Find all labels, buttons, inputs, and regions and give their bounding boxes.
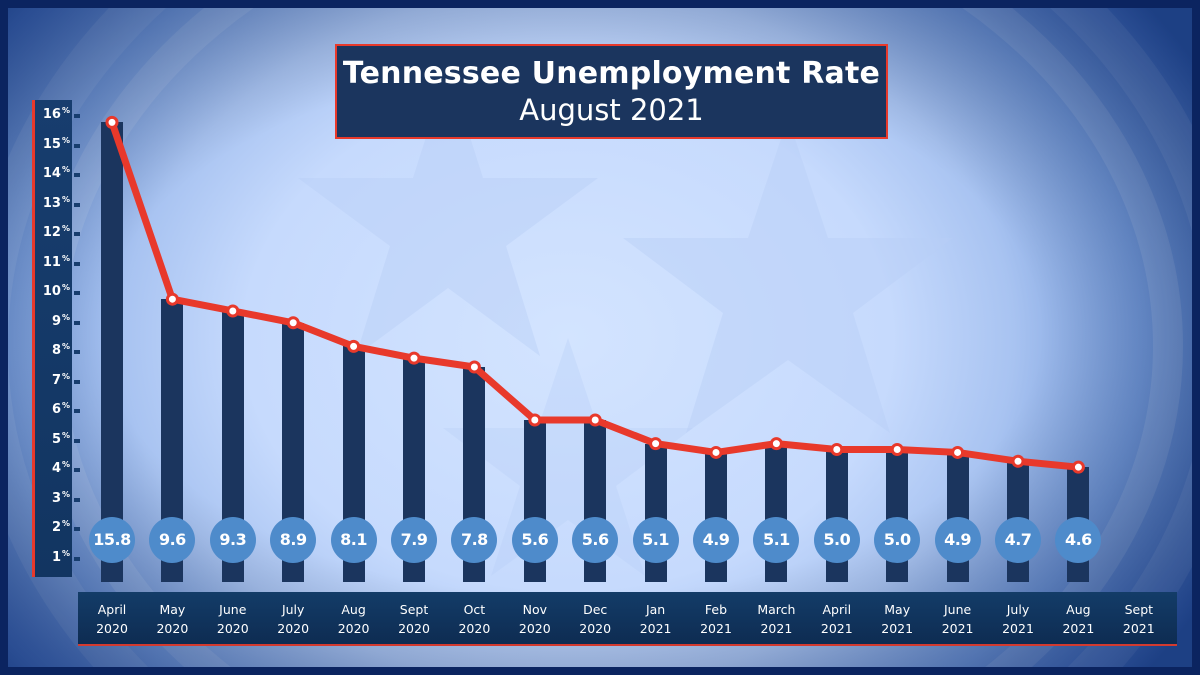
value-bubble: 4.9 [693, 517, 739, 563]
x-tick-label: Jan 2021 [639, 602, 672, 636]
x-tick-label: May 2021 [881, 602, 914, 636]
data-point-marker [709, 445, 723, 459]
bar [101, 122, 123, 582]
x-tick-label: March 2021 [757, 602, 796, 636]
x-tick-label: Aug 2020 [337, 602, 370, 636]
y-axis: 16% 15% 14% 13% 12% 11% 10% 9% 8% 7% 6% 5% 4% 3% 2% 1% [32, 100, 80, 577]
y-tick-mark [74, 379, 80, 384]
bar [221, 310, 244, 582]
y-tick-mark [74, 556, 80, 561]
x-tick-label: Sept 2020 [398, 602, 430, 636]
y-tick-label: 10% [42, 283, 70, 300]
y-tick-mark [74, 143, 80, 148]
chart-subtitle: August 2021 [519, 93, 704, 127]
y-tick-mark [74, 350, 80, 355]
value-bubble: 15.8 [89, 517, 135, 563]
data-point-marker [1071, 460, 1085, 474]
data-point-marker [286, 316, 300, 330]
x-tick-label: Oct 2020 [458, 602, 491, 636]
y-tick-mark [74, 291, 80, 296]
y-tick-mark [74, 114, 80, 119]
value-bubble: 5.0 [813, 517, 860, 563]
y-tick-mark [74, 232, 80, 237]
data-point-marker [226, 304, 240, 318]
y-tick-label: 14% [42, 165, 70, 182]
y-tick-mark [74, 261, 80, 266]
y-tick-mark [74, 468, 80, 473]
y-tick-label: 16% [42, 106, 70, 123]
y-tick-mark [74, 320, 80, 325]
value-bubble: 5.1 [753, 517, 800, 563]
data-point-marker [951, 445, 965, 459]
x-tick-label: July 2020 [277, 602, 310, 636]
data-point-marker [588, 413, 602, 427]
x-tick-label: Nov 2020 [518, 602, 551, 636]
value-bubble: 4.7 [995, 517, 1041, 563]
x-tick-label: Feb 2021 [700, 602, 732, 636]
x-tick-label: July 2021 [1002, 602, 1034, 636]
x-tick-label: April 2021 [820, 602, 853, 636]
y-tick-label: 5% [51, 430, 70, 447]
value-bubble: 7.9 [391, 517, 437, 563]
data-point-marker [769, 437, 783, 451]
y-tick-mark [74, 438, 80, 443]
data-point-marker [830, 442, 844, 456]
bar [161, 299, 184, 582]
y-tick-mark [74, 497, 80, 502]
x-tick-label: June 2020 [216, 602, 249, 636]
data-point-marker [528, 413, 542, 427]
value-bubble: 7.8 [451, 517, 498, 563]
value-bubble: 9.3 [209, 517, 256, 563]
value-bubble: 5.6 [511, 517, 558, 563]
value-bubble: 8.1 [330, 517, 377, 563]
data-point-marker [347, 339, 361, 353]
data-point-marker [407, 351, 421, 365]
x-tick-label: Sept 2021 [1122, 602, 1155, 636]
y-tick-mark [74, 202, 80, 207]
y-tick-mark [74, 527, 80, 532]
y-tick-label: 1% [51, 548, 70, 565]
data-point-marker [105, 115, 119, 129]
value-bubble: 9.6 [149, 517, 196, 563]
value-bubble: 4.6 [1055, 517, 1102, 563]
x-tick-label: May 2020 [156, 602, 189, 636]
data-point-marker [165, 292, 179, 306]
y-tick-label: 4% [51, 460, 70, 477]
value-bubble: 5.6 [572, 517, 619, 563]
y-tick-label: 3% [51, 489, 70, 506]
y-tick-label: 7% [51, 371, 70, 388]
y-tick-label: 13% [42, 194, 70, 211]
y-tick-label: 9% [51, 312, 70, 329]
y-tick-label: 2% [51, 519, 70, 536]
y-tick-label: 6% [51, 401, 70, 418]
x-tick-label: June 2021 [941, 602, 974, 636]
x-axis: April 2020 May 2020 June 2020 July 2020 Aug 2020 S… [78, 592, 1177, 646]
chart-title: Tennessee Unemployment Rate [342, 56, 881, 91]
value-bubble: 8.9 [270, 517, 317, 563]
value-bubble: 5.0 [874, 517, 921, 563]
value-bubble: 5.1 [632, 517, 679, 563]
data-point-marker [890, 442, 904, 456]
x-tick-label: Aug 2021 [1062, 602, 1095, 636]
value-bubble: 4.9 [934, 517, 981, 563]
y-tick-mark [74, 409, 80, 414]
chart-title-box: Tennessee Unemployment Rate August 2021 [335, 44, 888, 139]
y-tick-mark [74, 173, 80, 178]
data-point-marker [649, 437, 663, 451]
y-tick-label: 12% [42, 224, 70, 241]
x-tick-label: April 2020 [96, 602, 128, 636]
y-tick-label: 15% [42, 135, 70, 152]
x-tick-label: Dec 2020 [579, 602, 612, 636]
data-point-marker [1011, 454, 1025, 468]
y-tick-label: 8% [51, 342, 70, 359]
data-point-marker [467, 360, 481, 374]
y-tick-label: 11% [42, 253, 70, 270]
